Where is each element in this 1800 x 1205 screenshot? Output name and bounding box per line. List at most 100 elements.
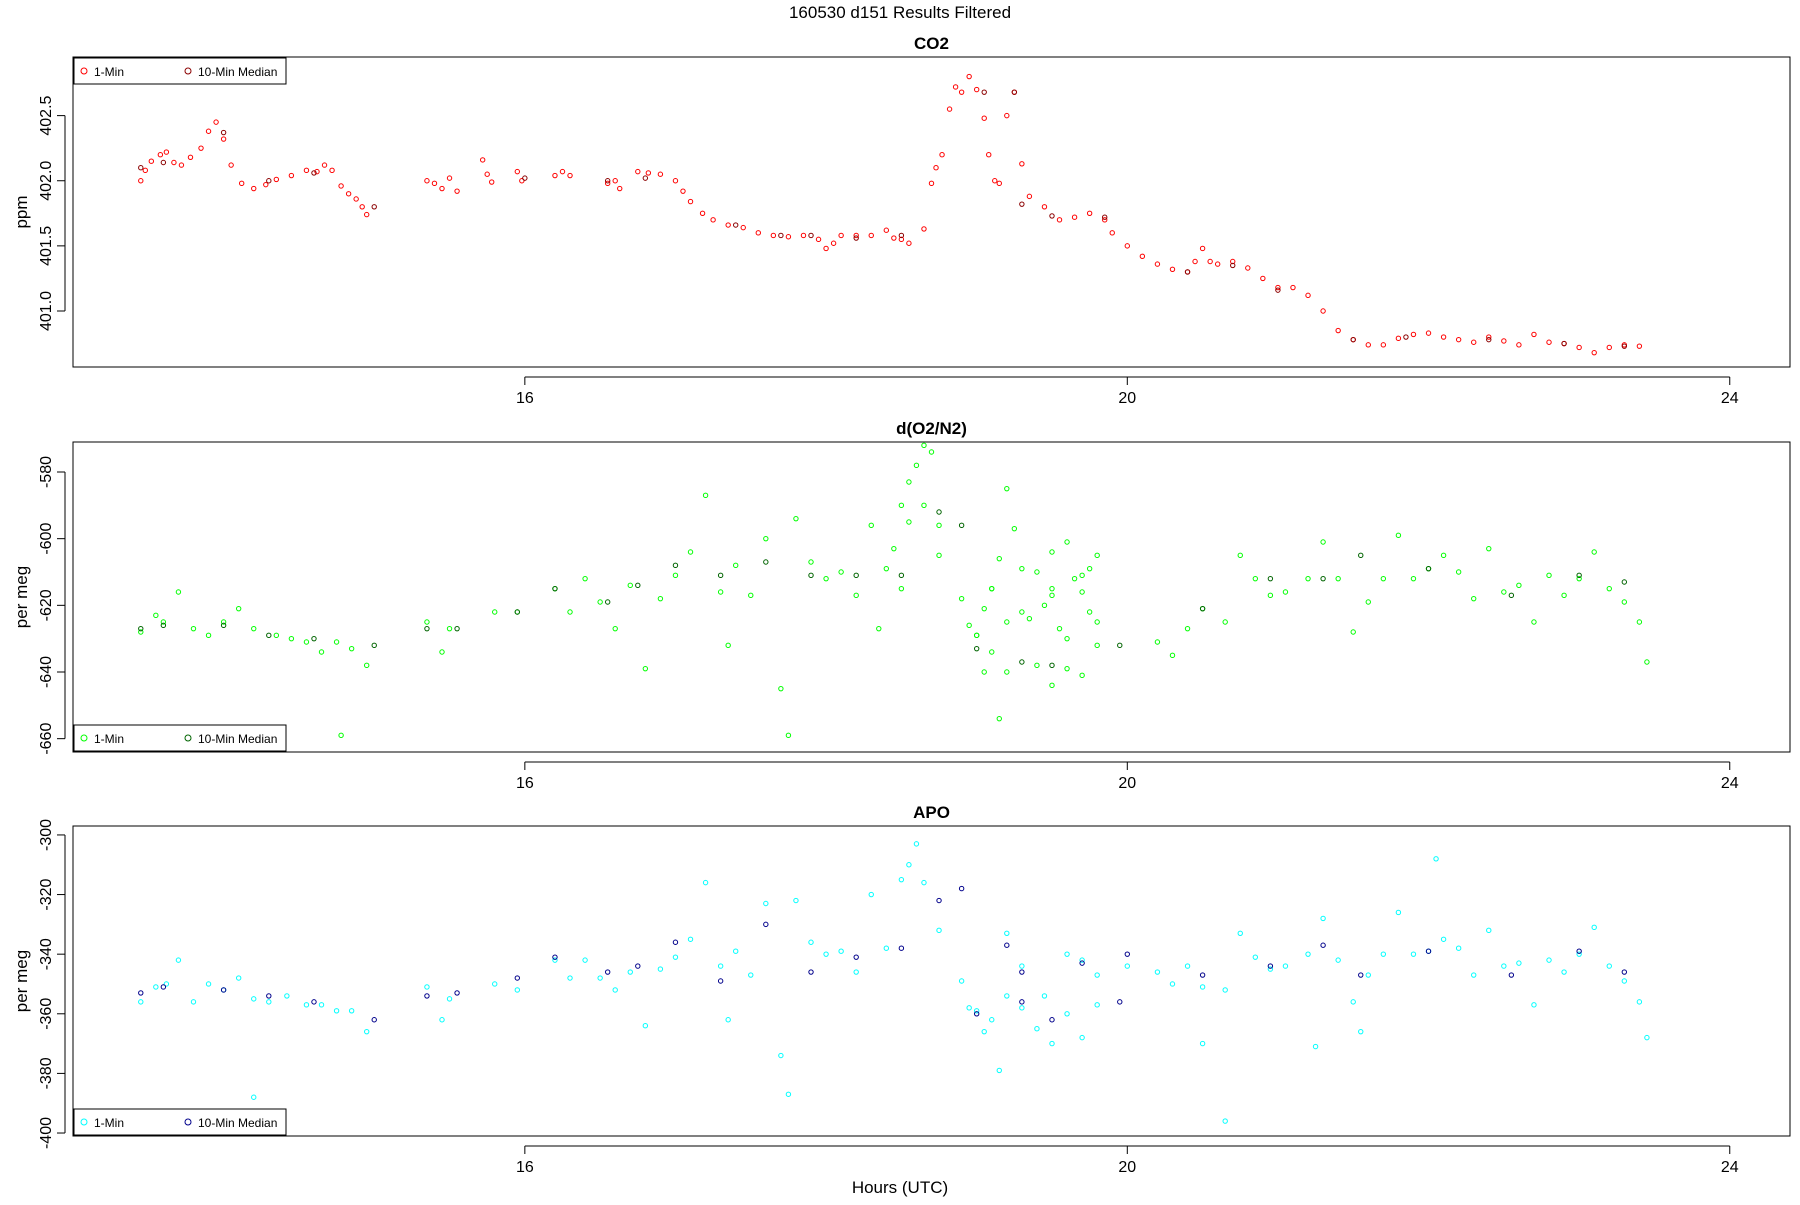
data-point <box>838 948 844 954</box>
data-point <box>936 552 942 559</box>
data-point <box>1365 342 1371 348</box>
y-tick-label: -580 <box>38 456 55 488</box>
figure-title: 160530 d151 Results Filtered <box>789 3 1011 22</box>
legend-marker <box>184 1118 192 1126</box>
data-point <box>1395 909 1402 916</box>
data-point <box>439 649 445 655</box>
data-point <box>371 204 377 210</box>
y-tick-label: -360 <box>38 998 55 1030</box>
data-point <box>1245 265 1251 271</box>
data-point <box>431 180 438 187</box>
data-point <box>1621 978 1628 984</box>
data-point <box>966 73 972 80</box>
data-point <box>853 954 859 960</box>
x-axis-label: Hours (UTC) <box>852 1178 948 1197</box>
data-point <box>1350 336 1356 343</box>
data-point <box>148 158 155 164</box>
data-point <box>1049 662 1055 669</box>
data-point <box>981 89 987 95</box>
data-point <box>1591 549 1597 555</box>
data-point <box>1440 936 1447 942</box>
data-point <box>1440 552 1447 559</box>
data-point <box>552 957 558 963</box>
data-point <box>921 442 927 449</box>
data-point <box>657 966 664 972</box>
data-point <box>514 168 521 175</box>
data-point <box>868 891 874 898</box>
data-point <box>1222 619 1228 625</box>
legend-marker <box>80 67 88 75</box>
data-point <box>1049 682 1055 689</box>
data-point <box>1380 342 1387 348</box>
data-point <box>1380 951 1387 957</box>
y-tick-label: -600 <box>38 523 55 555</box>
data-point <box>1117 642 1123 649</box>
data-point <box>353 196 359 202</box>
data-point <box>321 162 328 168</box>
legend-label: 1-Min <box>94 1116 124 1130</box>
data-point <box>936 509 942 515</box>
data-point <box>1237 930 1243 937</box>
data-point <box>1004 112 1010 119</box>
data-point <box>303 1002 310 1008</box>
data-point <box>567 975 573 981</box>
data-point <box>228 162 234 168</box>
x-tick-label: 24 <box>1721 390 1739 407</box>
data-point <box>424 619 430 625</box>
data-point <box>958 885 965 892</box>
data-point <box>946 106 953 112</box>
data-point <box>484 171 490 177</box>
data-point <box>142 167 148 174</box>
chart-panels: CO2 ppm 16 20 24 401.0 401.5 402.0 402.5 1-Min 10-… <box>12 34 1791 1176</box>
data-point <box>559 168 566 175</box>
data-point <box>883 945 890 951</box>
data-point <box>1282 589 1289 595</box>
data-point <box>266 178 272 184</box>
data-point <box>958 89 965 95</box>
data-point <box>906 862 912 868</box>
data-point <box>160 619 167 625</box>
data-point <box>823 951 829 957</box>
data-point <box>770 232 777 239</box>
data-point <box>1064 1011 1070 1017</box>
data-point <box>1267 966 1274 972</box>
data-point <box>138 629 144 635</box>
data-point <box>952 84 959 90</box>
data-point <box>913 841 920 847</box>
data-point <box>1056 217 1063 223</box>
data-point <box>333 639 340 645</box>
data-point <box>1041 993 1048 999</box>
data-point <box>153 984 159 990</box>
data-point <box>266 993 272 999</box>
data-point <box>933 165 939 171</box>
data-point <box>446 996 453 1002</box>
data-point <box>642 1023 649 1029</box>
data-point <box>906 240 912 246</box>
data-point <box>1358 1028 1364 1035</box>
data-point <box>657 595 664 602</box>
data-point <box>981 605 987 612</box>
legend-label: 1-Min <box>94 65 124 79</box>
data-point <box>160 984 167 990</box>
data-point <box>454 188 460 194</box>
data-point <box>672 954 679 960</box>
series-10-min-median <box>138 89 1628 349</box>
data-point <box>519 178 525 184</box>
data-point <box>1267 575 1274 582</box>
data-point <box>1079 672 1085 679</box>
data-point <box>1169 266 1176 273</box>
data-point <box>996 1067 1002 1074</box>
plot-frame <box>72 825 1791 1137</box>
data-point <box>318 1002 325 1008</box>
data-point <box>1034 1025 1040 1032</box>
data-point <box>1071 575 1078 582</box>
data-point <box>235 605 242 612</box>
data-point <box>989 649 995 655</box>
data-point <box>314 168 320 175</box>
series-1-min <box>138 841 1650 1124</box>
data-point <box>1011 525 1018 532</box>
data-point <box>1049 213 1055 219</box>
data-point <box>763 900 769 907</box>
chart-co2: CO2 ppm 16 20 24 401.0 401.5 402.0 402.5 1-Min 10-… <box>12 34 1791 407</box>
data-point <box>748 592 754 599</box>
